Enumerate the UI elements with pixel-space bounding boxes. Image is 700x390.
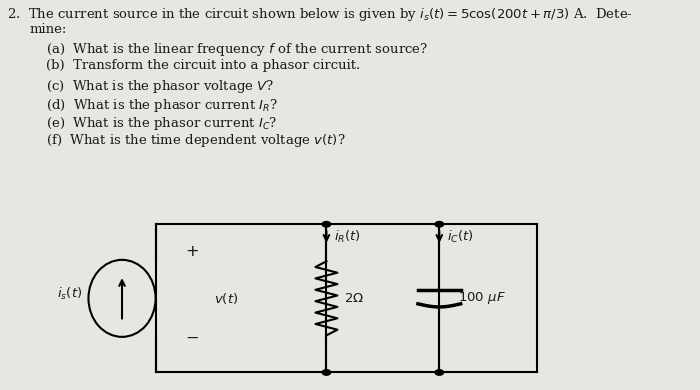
Circle shape <box>435 222 444 227</box>
Text: $i_s(t)$: $i_s(t)$ <box>57 286 83 303</box>
Text: $i_C(t)$: $i_C(t)$ <box>447 229 474 245</box>
Text: (f)  What is the time dependent voltage $v(t)$?: (f) What is the time dependent voltage $… <box>46 132 345 149</box>
Text: (a)  What is the linear frequency $f$ of the current source?: (a) What is the linear frequency $f$ of … <box>46 41 428 58</box>
Text: $100\ \mu F$: $100\ \mu F$ <box>458 290 505 307</box>
Text: $+$: $+$ <box>186 243 199 260</box>
Circle shape <box>435 370 444 375</box>
Text: (b)  Transform the circuit into a phasor circuit.: (b) Transform the circuit into a phasor … <box>46 59 360 72</box>
Text: mine:: mine: <box>29 23 66 36</box>
Text: (d)  What is the phasor current $I_R$?: (d) What is the phasor current $I_R$? <box>46 97 278 114</box>
Text: (c)  What is the phasor voltage $V$?: (c) What is the phasor voltage $V$? <box>46 78 274 95</box>
Circle shape <box>322 222 330 227</box>
Text: $-$: $-$ <box>186 329 199 346</box>
Circle shape <box>322 370 330 375</box>
Text: 2.  The current source in the circuit shown below is given by $i_s(t) = 5\cos(20: 2. The current source in the circuit sho… <box>7 6 634 23</box>
Ellipse shape <box>88 260 155 337</box>
Text: $v(t)$: $v(t)$ <box>214 291 238 306</box>
Text: $i_R(t)$: $i_R(t)$ <box>335 229 361 245</box>
Text: (e)  What is the phasor current $I_C$?: (e) What is the phasor current $I_C$? <box>46 115 277 132</box>
Text: $2\Omega$: $2\Omega$ <box>344 292 363 305</box>
